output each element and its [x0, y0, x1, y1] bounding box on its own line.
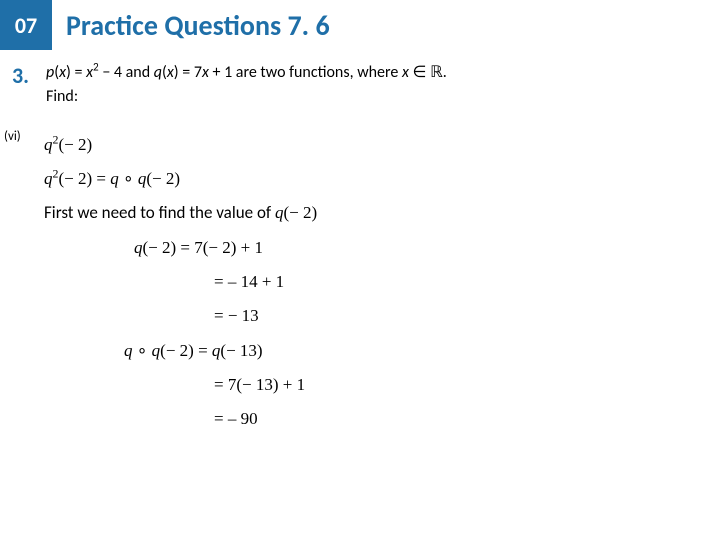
subpart-block: (vi) q2(− 2)q2(− 2) = q ∘ q(− 2)First we… — [0, 127, 720, 438]
solution-line: = – 90 — [44, 403, 317, 435]
solution-line: q2(− 2) = q ∘ q(− 2) — [44, 163, 317, 195]
solution-line: First we need to find the value of q(− 2… — [44, 197, 317, 229]
question-block: 3. p(x) = x2 − 4 and q(x) = 7x + 1 are t… — [0, 62, 720, 109]
worked-solution: q2(− 2)q2(− 2) = q ∘ q(− 2)First we need… — [44, 127, 317, 438]
subpart-label: (vi) — [4, 127, 44, 144]
solution-line: q2(− 2) — [44, 129, 317, 161]
page-header: 07 Practice Questions 7. 6 — [0, 0, 720, 50]
solution-line: = − 13 — [44, 300, 317, 332]
solution-line: = – 14 + 1 — [44, 266, 317, 298]
question-statement: p(x) = x2 − 4 and q(x) = 7x + 1 are two … — [46, 62, 447, 84]
solution-line: q ∘ q(− 2) = q(− 13) — [44, 335, 317, 367]
question-body: p(x) = x2 − 4 and q(x) = 7x + 1 are two … — [46, 62, 447, 109]
question-number: 3. — [12, 62, 46, 89]
solution-line: = 7(− 13) + 1 — [44, 369, 317, 401]
solution-line: q(− 2) = 7(− 2) + 1 — [44, 232, 317, 264]
page-title: Practice Questions 7. 6 — [66, 8, 330, 43]
find-label: Find: — [46, 86, 447, 108]
chapter-number-box: 07 — [0, 0, 52, 50]
